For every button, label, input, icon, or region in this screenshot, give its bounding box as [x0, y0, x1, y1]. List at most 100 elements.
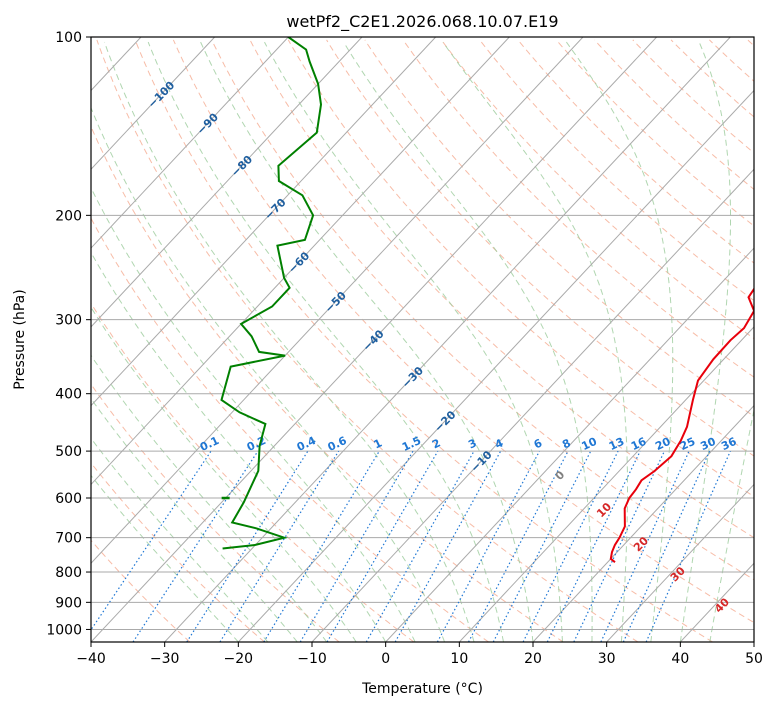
isotherm-line [237, 89, 754, 642]
moist-adiabat [91, 186, 416, 642]
isotherm-label: −50 [322, 289, 349, 316]
mixing-ratio-label: 36 [719, 435, 739, 453]
isotherm-label: −20 [432, 408, 459, 435]
dry-adiabat [172, 39, 754, 624]
dry-adiabat [747, 39, 754, 47]
dry-adiabat [632, 39, 754, 154]
mixing-ratio-line [645, 450, 731, 642]
isotherm-label: −40 [360, 327, 387, 354]
mixing-ratio-label: 25 [678, 435, 697, 453]
dry-adiabat [326, 39, 754, 457]
y-tick-label: 900 [55, 595, 82, 611]
y-tick-label: 600 [55, 491, 82, 507]
dry-adiabat [402, 39, 754, 378]
dry-adiabat [91, 383, 340, 642]
moist-adiabat [91, 397, 298, 642]
isotherm-line [91, 37, 658, 642]
mixing-ratio-line [365, 450, 475, 642]
mixing-ratio-label: 30 [698, 435, 718, 453]
mixing-ratio-line [394, 450, 502, 642]
isotherm-line [311, 168, 754, 642]
dry-adiabat [96, 39, 639, 642]
mixing-ratio-line [219, 450, 340, 642]
mixing-ratio-label: 4 [493, 436, 506, 451]
mixing-ratio-label: 16 [629, 435, 649, 453]
moist-adiabat [442, 41, 628, 642]
isotherm-label: −30 [399, 364, 426, 391]
dry-adiabat [91, 539, 191, 642]
moist-adiabat [709, 407, 754, 642]
x-tick-label: −20 [224, 651, 254, 667]
mixing-ratio-label: 2 [430, 436, 442, 451]
isotherm-label: −90 [194, 110, 221, 137]
isotherm-line [0, 37, 67, 642]
mixing-ratio-label: 13 [607, 435, 626, 453]
moist-adiabat [91, 437, 269, 642]
isotherm-line [91, 37, 437, 407]
mixing-ratio-line [326, 450, 439, 642]
y-tick-label: 200 [55, 208, 82, 224]
mixing-ratio-label: 20 [653, 435, 673, 453]
moist-adiabat [147, 41, 504, 642]
dry-adiabat [555, 39, 754, 227]
moist-adiabat [565, 41, 674, 642]
moist-adiabat [679, 41, 731, 642]
mixing-ratio-line [573, 450, 665, 642]
series-layer [220, 37, 754, 563]
moist-adiabat [104, 41, 475, 642]
x-axis-label: Temperature (°C) [361, 681, 483, 697]
x-tick-label: −10 [297, 651, 327, 667]
y-tick-label: 100 [55, 30, 82, 46]
moist-adiabat-label: 30 [668, 564, 688, 584]
moist-adiabat-label: 10 [594, 500, 614, 520]
moist-adiabat [91, 306, 357, 642]
mixing-ratio-label: 3 [466, 436, 478, 451]
isotherm-line [91, 37, 510, 486]
x-tick-label: 50 [745, 651, 763, 667]
moist-adiabat [91, 474, 239, 642]
chart-title: wetPf2_C2E1.2026.068.10.07.E19 [286, 12, 558, 32]
y-tick-label: 700 [55, 531, 82, 547]
moist-adiabat [200, 41, 534, 642]
moist-adiabat-label: 0 [553, 468, 568, 483]
dry-adiabat [479, 39, 754, 302]
x-tick-label: 40 [671, 651, 689, 667]
dry-adiabat [594, 39, 754, 190]
y-axis-label: Pressure (hPa) [12, 289, 28, 389]
isotherm-line [532, 404, 754, 642]
y-tick-label: 800 [55, 565, 82, 581]
isotherm-line [753, 641, 754, 642]
moist-adiabat [343, 41, 593, 642]
x-axis: −40 −30 −20 −10 0 10 20 30 40 50 [76, 642, 763, 667]
isotherm-line [164, 37, 731, 642]
isotherm-label: −60 [286, 249, 313, 276]
mixing-ratio-line [467, 450, 569, 642]
isotherm-line [91, 37, 363, 328]
isotherm-label: −70 [262, 196, 289, 223]
mixing-ratio-line [299, 450, 414, 642]
x-tick-label: −30 [150, 651, 180, 667]
isotherm-line [385, 247, 754, 642]
isotherm-label: −80 [229, 153, 256, 180]
x-tick-label: 0 [381, 651, 390, 667]
moist-adiabat-label: 20 [631, 534, 651, 554]
y-tick-label: 300 [55, 313, 82, 329]
dewpoint-line [220, 37, 323, 550]
dry-adiabat [211, 39, 754, 581]
isotherm-line [458, 326, 754, 642]
moist-adiabat [91, 251, 387, 642]
dry-adiabat [134, 39, 713, 642]
dry-adiabat [709, 39, 754, 82]
mixing-ratio-line [546, 450, 641, 642]
isotherm-line [91, 37, 289, 249]
y-tick-label: 500 [55, 444, 82, 460]
dry-adiabat [91, 125, 564, 642]
isotherm-line [91, 37, 216, 171]
dry-adiabat [249, 39, 754, 539]
y-tick-label: 1000 [46, 622, 82, 638]
dry-adiabat [287, 39, 754, 498]
mixing-ratio-label: 10 [580, 435, 600, 453]
x-tick-label: 30 [598, 651, 616, 667]
grid-layer [0, 37, 754, 642]
